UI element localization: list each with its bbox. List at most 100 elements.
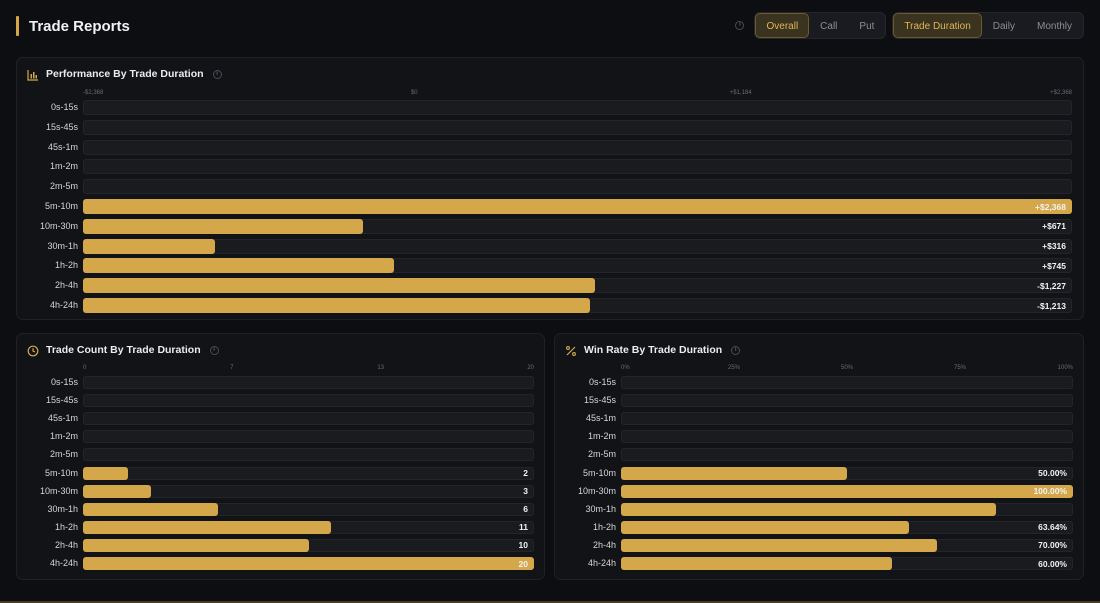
tick-label: 20: [527, 365, 534, 371]
page-header: Trade Reports i Overall Call Put Trade D…: [16, 12, 1084, 40]
group-monthly-button[interactable]: Monthly: [1036, 21, 1072, 32]
bar-track: [83, 100, 1072, 115]
category-label: 1m-2m: [49, 161, 78, 172]
bar-value-label: 60.00%: [1038, 558, 1067, 569]
category-label: 2h-4h: [592, 539, 616, 550]
bar-track: [621, 448, 1073, 462]
bar[interactable]: [621, 466, 847, 480]
bar[interactable]: [83, 258, 395, 274]
group-trade-duration-button[interactable]: Trade Duration: [893, 13, 982, 38]
category-label: 5m-10m: [44, 201, 78, 211]
bar[interactable]: [83, 466, 129, 480]
x-axis: 0% 25% 50% 75% 100%: [621, 365, 1073, 373]
info-icon[interactable]: i: [212, 69, 222, 79]
tick-label: $0: [410, 90, 418, 96]
category-label: 10m-30m: [39, 485, 78, 496]
x-axis: 0 7 13 20: [83, 365, 534, 373]
tick-label: -$2,368: [83, 90, 104, 96]
filter-call-button[interactable]: Call: [820, 21, 838, 32]
bar-track: [83, 448, 534, 462]
category-label: 2m-5m: [587, 449, 616, 460]
percent-icon: [565, 344, 577, 356]
bar-chart-icon: [27, 68, 39, 81]
bar[interactable]: [83, 520, 332, 534]
category-label: 4h-24h: [49, 300, 78, 310]
bar-track: [83, 412, 534, 426]
tick-label: 7: [230, 365, 234, 371]
filter-overall-button[interactable]: Overall: [755, 13, 810, 38]
bar-track: [83, 139, 1072, 155]
bar-track: [83, 466, 534, 480]
bar-value-label: 100.00%: [1033, 486, 1067, 497]
category-label: 10m-30m: [577, 485, 616, 496]
category-label: 4h-24h: [49, 558, 78, 568]
category-label: 0s-15s: [588, 377, 616, 387]
page-title: Trade Reports: [29, 17, 130, 35]
performance-panel-header: Performance By Trade Duration i: [27, 67, 222, 81]
bar[interactable]: [83, 298, 590, 313]
category-label: 2m-5m: [49, 181, 78, 192]
category-label: 15s-45s: [45, 121, 78, 132]
tick-label: +$2,368: [1050, 90, 1072, 96]
bar-value-label: 2: [523, 468, 528, 478]
filter-put-button[interactable]: Put: [859, 21, 875, 32]
bar-track: [83, 119, 1072, 135]
bar[interactable]: [83, 199, 1072, 214]
bar-value-label: +$316: [1042, 241, 1066, 252]
info-icon[interactable]: i: [735, 21, 745, 30]
bar[interactable]: [621, 538, 938, 552]
category-label: 5m-10m: [44, 467, 78, 478]
win-rate-panel: Win Rate By Trade Duration i 0% 25% 50% 75%…: [554, 333, 1084, 580]
bar[interactable]: [83, 238, 215, 254]
category-label: 15s-45s: [583, 395, 616, 406]
bar[interactable]: [621, 502, 997, 516]
bar[interactable]: [83, 484, 151, 498]
bar-track: [621, 376, 1073, 389]
category-label: 1m-2m: [49, 431, 78, 442]
clock-icon: [27, 344, 39, 357]
bar-value-label: 20: [518, 558, 528, 569]
bar[interactable]: [83, 218, 364, 234]
trade-count-panel-header: Trade Count By Trade Duration i: [27, 343, 219, 357]
tick-label: 13: [377, 365, 384, 371]
grouping-filter: Trade Duration Daily Monthly: [892, 12, 1084, 39]
bar-value-label: 3: [523, 486, 528, 497]
category-label: 45s-1m: [47, 141, 78, 152]
bar[interactable]: [621, 484, 1073, 498]
info-icon[interactable]: i: [731, 345, 741, 355]
category-label: 2m-5m: [49, 449, 78, 460]
category-label: 30m-1h: [585, 503, 616, 514]
bar[interactable]: [83, 502, 219, 516]
category-label: 1h-2h: [54, 260, 78, 271]
category-label: 1h-2h: [54, 521, 78, 532]
tick-label: 100%: [1057, 365, 1073, 371]
category-label: 0s-15s: [50, 377, 78, 387]
category-label: 1m-2m: [587, 431, 616, 442]
bar[interactable]: [621, 520, 909, 534]
category-label: 2h-4h: [54, 280, 78, 291]
bar-value-label: +$671: [1042, 221, 1066, 232]
win-rate-panel-header: Win Rate By Trade Duration i: [565, 343, 741, 357]
tick-label: 0%: [621, 365, 630, 371]
bar-track: [621, 394, 1073, 408]
bar[interactable]: [83, 278, 596, 294]
title-accent-bar: [16, 16, 19, 36]
bar-track: [83, 159, 1072, 175]
info-icon[interactable]: i: [209, 345, 219, 355]
bar[interactable]: [83, 557, 534, 570]
bar[interactable]: [83, 538, 309, 552]
category-label: 10m-30m: [39, 220, 78, 231]
bar-value-label: 6: [523, 504, 528, 515]
bar-value-label: -$1,213: [1037, 300, 1066, 311]
bar-track: [83, 484, 534, 498]
category-label: 30m-1h: [47, 240, 78, 251]
category-label: 4h-24h: [587, 558, 616, 568]
category-label: 15s-45s: [45, 395, 78, 406]
group-daily-button[interactable]: Daily: [992, 21, 1015, 32]
x-axis: -$2,368 $0 +$1,184 +$2,368: [83, 90, 1072, 98]
bar[interactable]: [621, 557, 893, 570]
title-wrap: Trade Reports: [16, 14, 130, 38]
bar-track: [83, 394, 534, 408]
bar-track: [621, 430, 1073, 444]
bar-track: [621, 412, 1073, 426]
